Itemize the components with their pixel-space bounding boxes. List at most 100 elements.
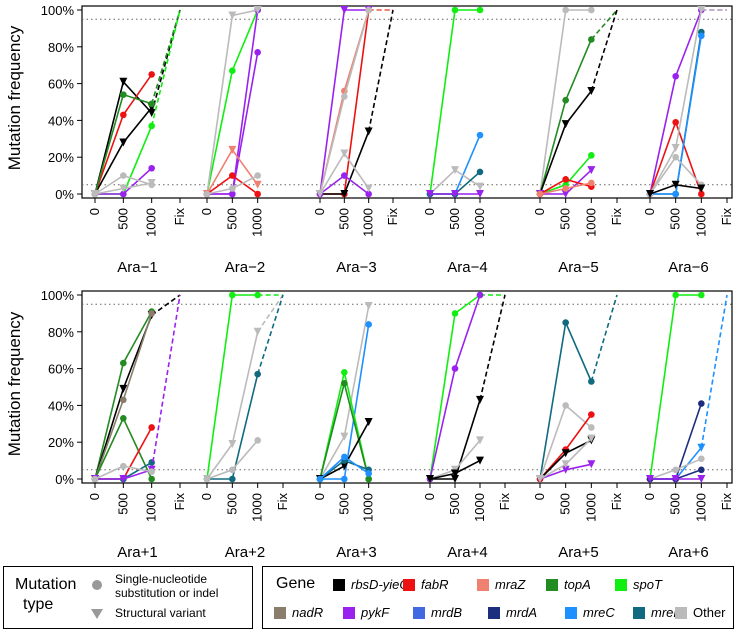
snv-point-topA <box>148 475 155 483</box>
snv-point-mreC <box>341 453 348 461</box>
y-tick-label: 40% <box>48 398 74 413</box>
snv-point-spoT <box>451 6 459 14</box>
x-tick-label: Fix <box>172 493 187 511</box>
series-line-Other <box>206 9 258 195</box>
x-tick-label: 500 <box>668 208 683 230</box>
panel-label: Ara+5 <box>558 544 598 560</box>
snv-point-spoT <box>672 291 679 299</box>
sv-point-Other <box>253 327 262 336</box>
ylabel-bottom: Mutation frequency <box>5 311 24 456</box>
y-tick-label: 40% <box>48 113 74 128</box>
x-tick-label: 500 <box>558 208 573 230</box>
gene-label-topA: topA <box>564 577 591 592</box>
sv-point-pykF <box>671 475 680 483</box>
sv-point-Other <box>364 184 373 193</box>
gene-label-mraZ: mraZ <box>495 577 526 592</box>
snv-point-spoT <box>229 291 236 299</box>
sv-point-mreC <box>697 443 706 452</box>
sv-point-rbsD-yieO <box>587 86 596 95</box>
snv-point-spoT <box>588 152 595 159</box>
snv-point-mreC <box>341 475 348 483</box>
axes-layer: 0% 20% 40% 60% 80% 100% 0 500 1000 Fix Ara−1 0 500 10… <box>41 3 734 560</box>
fix-line-topA <box>150 9 181 105</box>
snv-point-pykF <box>476 291 484 299</box>
snv-point-nadR <box>120 396 127 404</box>
fix-line-topA <box>590 9 618 40</box>
gene-swatch-mrdA <box>488 607 500 619</box>
gene-label-spoT: spoT <box>633 577 662 592</box>
snv-point-mreB <box>588 378 595 385</box>
series-line-spoT <box>206 294 258 480</box>
snv-point-spoT <box>698 291 705 299</box>
y-tick-label: 60% <box>48 77 74 92</box>
snv-point-topA <box>148 100 155 108</box>
sv-point-rbsD-yieO <box>561 449 570 458</box>
sv-point-rbsD-yieO <box>646 190 654 198</box>
snv-point-Other <box>203 190 211 198</box>
snv-label-2: substitution or indel <box>115 586 219 600</box>
snv-point-mraZ <box>536 190 544 198</box>
sv-point-rbsD-yieO <box>340 462 349 471</box>
panel-label: Ara+4 <box>447 544 487 560</box>
snv-point-Other <box>120 172 127 179</box>
fix-line-spoT <box>150 9 181 127</box>
gene-swatch-mraZ <box>477 579 489 591</box>
x-tick-label: 1000 <box>250 208 265 237</box>
snv-point-Other <box>229 185 236 192</box>
series-line-spoT <box>429 294 481 480</box>
x-tick-label: 0 <box>532 493 547 500</box>
sv-point-rbsD-yieO <box>364 127 373 136</box>
sv-point-Other <box>671 144 680 152</box>
sv-point-Other <box>253 6 262 14</box>
sv-point-pykF <box>561 465 570 474</box>
snv-point-topA <box>120 91 127 98</box>
snv-point-Other <box>91 475 99 483</box>
sv-point-Other <box>561 460 570 469</box>
snv-point-fabR <box>254 190 261 198</box>
snv-point-nadR <box>148 310 155 317</box>
snv-point-mrdA <box>698 466 705 474</box>
sv-point-rbsD-yieO <box>364 417 373 426</box>
fix-line-mreB <box>256 294 284 375</box>
sv-point-pykF <box>646 475 654 483</box>
gene-label-mreC: mreC <box>583 605 615 620</box>
sv-point-Other <box>147 178 156 187</box>
sv-point-mraZ <box>228 145 237 154</box>
x-tick-label: 1000 <box>693 208 708 237</box>
sv-point-pykF <box>587 166 596 175</box>
series-line-spoT <box>649 294 702 480</box>
panel-label: Ara+2 <box>225 544 265 560</box>
x-tick-label: 1000 <box>472 493 487 522</box>
gene-label-pykF: pykF <box>361 605 390 620</box>
snv-point-fabR <box>229 172 236 179</box>
sv-point-pykF <box>561 190 570 198</box>
sv-point-Other <box>316 190 324 198</box>
snv-point-fabR <box>148 424 155 431</box>
gene-label-mreB: mreB <box>651 605 683 620</box>
sv-point-rbsD-yieO <box>561 120 570 129</box>
gene-label-Other: Other <box>693 605 726 620</box>
snv-point-spoT <box>229 67 236 75</box>
x-tick-label: 1000 <box>250 493 265 522</box>
sv-point-Other <box>587 434 596 443</box>
snv-point-mreB <box>229 475 236 483</box>
x-tick-label: Fix <box>609 208 624 226</box>
snv-point-Other <box>588 6 595 14</box>
snv-point-mreC <box>316 475 324 483</box>
sv-marker-icon <box>91 609 103 619</box>
snv-point-topA <box>588 36 595 43</box>
gene-swatch-pykF <box>343 607 355 619</box>
x-tick-label: 0 <box>642 493 657 500</box>
gene-swatch-fabR <box>403 579 415 591</box>
panel-label: Ara−2 <box>225 259 265 276</box>
x-tick-label: Fix <box>719 493 734 511</box>
panel-label: Ara−4 <box>447 259 487 276</box>
snv-label-1: Single-nucleotide <box>115 572 208 586</box>
sv-point-pykF <box>119 475 128 483</box>
type-title-2: type <box>23 596 54 613</box>
x-tick-label: 0 <box>422 208 437 215</box>
series-line-pykF <box>207 9 259 195</box>
figure: 0% 20% 40% 60% 80% 100% 0 500 1000 Fix Ara−1 0 500 10… <box>5 3 734 560</box>
type-title-1: Mutation <box>15 576 77 593</box>
gene-swatch-mrdB <box>413 607 425 619</box>
